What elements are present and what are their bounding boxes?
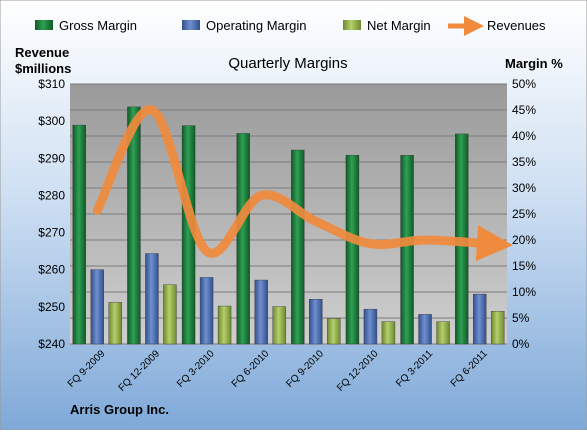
revenue-point-5 [313, 219, 318, 224]
bar-operating-margin-3 [199, 277, 214, 345]
bar-gross-margin-6 [345, 155, 360, 345]
bar-operating-margin-2 [145, 253, 159, 345]
right-tick-label-10: 50% [512, 77, 536, 91]
legend: Gross Margin Operating Margin Net Margin… [35, 16, 546, 36]
right-axis-ticks: 0% 5% 10% 15% 20% 25% 30% 35% 40% 45% 50% [512, 77, 536, 351]
left-axis-ticks: $240 $250 $260 $270 $280 $290 $300 $310 [38, 77, 65, 351]
bar-gross-margin-1 [72, 124, 87, 345]
bar-operating-margin-6 [363, 308, 378, 345]
left-tick-label-3: $270 [38, 226, 65, 240]
bar-gross-margin-5 [291, 149, 305, 345]
bar-net-margin-8 [490, 311, 505, 345]
legend-label-revenues: Revenues [487, 18, 546, 33]
right-tick-label-1: 5% [512, 311, 530, 325]
legend-label-operating-margin: Operating Margin [206, 18, 306, 33]
revenue-point-6 [368, 241, 373, 246]
chart-caption: Arris Group Inc. [70, 402, 169, 417]
revenue-line [92, 105, 513, 262]
right-tick-label-9: 45% [512, 103, 536, 117]
legend-swatch-operating-margin [182, 20, 200, 30]
left-tick-label-5: $290 [38, 151, 65, 165]
revenue-point-8 [485, 241, 490, 246]
revenue-series-line [92, 105, 513, 262]
legend-swatch-net-margin [343, 20, 361, 30]
bar-gross-margin-7 [400, 155, 414, 345]
revenue-point-4 [259, 193, 264, 198]
left-tick-label-2: $260 [38, 263, 65, 277]
left-tick-label-6: $300 [38, 114, 65, 128]
left-tick-label-7: $310 [38, 77, 65, 91]
bar-net-margin-1 [108, 302, 123, 345]
chart-title: Quarterly Margins [228, 55, 347, 72]
right-tick-label-4: 20% [512, 233, 536, 247]
bar-gross-margin-2 [127, 106, 141, 345]
bars [72, 106, 505, 345]
right-tick-label-0: 0% [512, 337, 530, 351]
right-tick-label-7: 35% [512, 155, 536, 169]
right-tick-label-3: 15% [512, 259, 536, 273]
left-axis-label-line1: Revenue [15, 45, 69, 60]
bar-net-margin-6 [381, 321, 396, 345]
revenue-point-2 [149, 108, 154, 113]
left-axis-label-line2: $millions [15, 61, 71, 76]
bar-operating-margin-8 [472, 293, 487, 345]
bar-operating-margin-7 [418, 314, 432, 345]
right-tick-label-2: 10% [512, 285, 536, 299]
bar-operating-margin-4 [254, 279, 268, 345]
right-tick-label-6: 30% [512, 181, 536, 195]
bar-gross-margin-4 [236, 133, 250, 345]
bar-net-margin-5 [327, 318, 341, 345]
bar-net-margin-4 [272, 306, 286, 345]
revenue-point-7 [423, 238, 428, 243]
bar-net-margin-7 [436, 321, 450, 345]
bar-net-margin-2 [163, 284, 177, 345]
left-tick-label-0: $240 [38, 337, 65, 351]
right-tick-label-8: 40% [512, 129, 536, 143]
revenue-point-3 [204, 249, 209, 254]
legend-label-gross-margin: Gross Margin [59, 18, 137, 33]
bar-operating-margin-1 [90, 269, 105, 345]
right-tick-label-5: 25% [512, 207, 536, 221]
left-tick-label-1: $250 [38, 300, 65, 314]
legend-swatch-gross-margin [35, 20, 53, 30]
left-tick-label-4: $280 [38, 188, 65, 202]
legend-label-net-margin: Net Margin [367, 18, 431, 33]
right-axis-label: Margin % [505, 56, 563, 71]
bar-operating-margin-5 [309, 299, 323, 345]
revenue-point-1 [95, 208, 100, 213]
bar-net-margin-3 [217, 305, 232, 345]
